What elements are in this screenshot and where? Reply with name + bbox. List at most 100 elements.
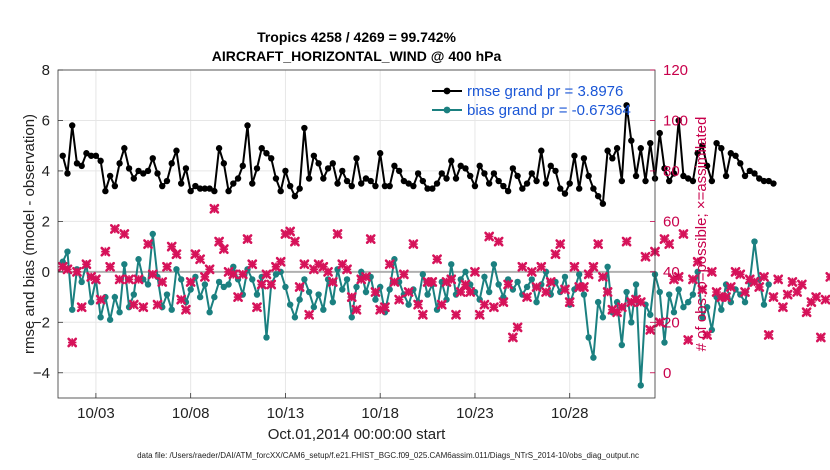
rmse-point [571,152,578,159]
bias-point [286,301,294,308]
rmse-point [343,177,351,185]
bias-point [225,281,232,288]
obs-point [384,259,395,270]
bias-point [561,273,569,281]
rmse-point [286,182,294,190]
bias-point [130,291,138,298]
rmse-point [594,192,602,200]
rmse-point [296,185,303,192]
rmse-point [547,162,554,170]
rmse-point [334,180,341,187]
bias-point [310,303,318,311]
bias-point [424,291,431,298]
x-tick-label: 10/13 [267,405,305,422]
rmse-point [73,160,81,167]
obs-point [512,322,523,333]
rmse-point [106,172,114,180]
obs-point [507,332,518,343]
rmse-point [561,190,569,197]
rmse-point [490,170,498,177]
legend-rmse-label: rmse grand pr = 3.8976 [467,83,623,100]
obs-point [342,264,352,275]
rmse-point [722,172,730,180]
rmse-point [485,180,493,187]
obs-point [323,266,333,277]
bias-point [575,271,583,278]
bias-point [187,286,194,293]
rmse-point [258,145,265,152]
obs-point [706,266,717,277]
obs-point [583,269,594,280]
rmse-point [102,187,109,195]
y-axis-right-label: # of obs: o=possible; ×=assimilated [693,117,710,352]
bias-point [339,286,346,293]
obs-point [479,299,490,310]
obs-point [692,256,703,267]
rmse-point [708,177,716,185]
obs-point [759,271,769,282]
bias-point [670,309,678,316]
rmse-point [324,165,332,172]
rmse-point [348,182,355,190]
rmse-point [92,152,100,159]
bias-point [220,283,228,291]
rmse-point [523,180,531,187]
rmse-point [201,185,209,192]
bias-point [675,286,682,293]
rmse-point [149,155,156,162]
obs-point [820,294,830,305]
rmse-point [395,167,403,175]
bias-point [291,314,299,321]
rmse-point [604,147,611,154]
rmse-point [500,182,507,190]
bias-point [760,301,768,308]
rmse-point [590,185,597,192]
obs-point [564,297,575,308]
bias-point [485,288,493,296]
obs-point [171,249,182,260]
rmse-point [376,150,384,157]
rmse-point [424,185,431,192]
rmse-point [177,180,185,187]
obs-point [290,236,300,247]
y-tick-label: −4 [33,365,50,382]
plot-frame [57,69,656,399]
obs-point [763,330,774,340]
rmse-point [476,162,483,170]
obs-point [460,279,471,290]
rmse-point [206,185,213,192]
obs-point [394,294,405,305]
obs-point [233,292,243,302]
rmse-point [320,175,327,182]
bias-point [59,258,66,265]
bias-point [656,288,663,296]
obs-point [105,261,116,272]
rmse-point [457,162,464,170]
rmse-point [59,152,66,159]
obs-point [143,239,153,249]
rmse-point [737,160,744,167]
y-right-tick-label: 100 [663,112,688,129]
obs-point [489,302,499,313]
obs-point [782,289,793,300]
rmse-point [438,170,445,177]
x-tick-label: 10/08 [172,405,210,422]
obs-point [252,302,262,313]
bias-point [386,286,393,293]
rmse-point [249,180,256,187]
obs-point [95,294,106,305]
rmse-point [253,165,261,172]
rmse-point [225,187,232,195]
obs-point [361,271,371,282]
rmse-point [741,172,749,180]
rmse-point [405,180,412,187]
x-tick-label: 10/18 [361,405,399,422]
obs-point [67,337,78,348]
y-tick-label: 8 [42,62,50,79]
rmse-point [97,157,104,165]
rmse-point [182,165,190,172]
obs-point [109,224,120,234]
obs-point [778,302,788,313]
x-tick-label: 10/28 [551,405,589,422]
rmse-point [666,177,673,185]
